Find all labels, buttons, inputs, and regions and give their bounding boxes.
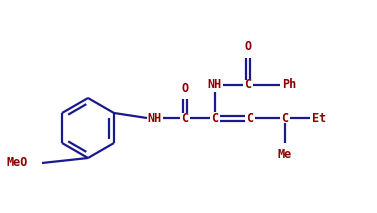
Text: C: C	[244, 79, 251, 92]
Text: NH: NH	[148, 111, 162, 125]
Text: NH: NH	[208, 79, 222, 92]
Text: Et: Et	[312, 111, 326, 125]
Text: Me: Me	[278, 148, 292, 161]
Text: MeO: MeO	[7, 157, 28, 170]
Text: C: C	[247, 111, 254, 125]
Text: C: C	[211, 111, 219, 125]
Text: C: C	[181, 111, 188, 125]
Text: O: O	[244, 40, 251, 53]
Text: Ph: Ph	[282, 79, 296, 92]
Text: O: O	[181, 82, 188, 95]
Text: C: C	[282, 111, 288, 125]
